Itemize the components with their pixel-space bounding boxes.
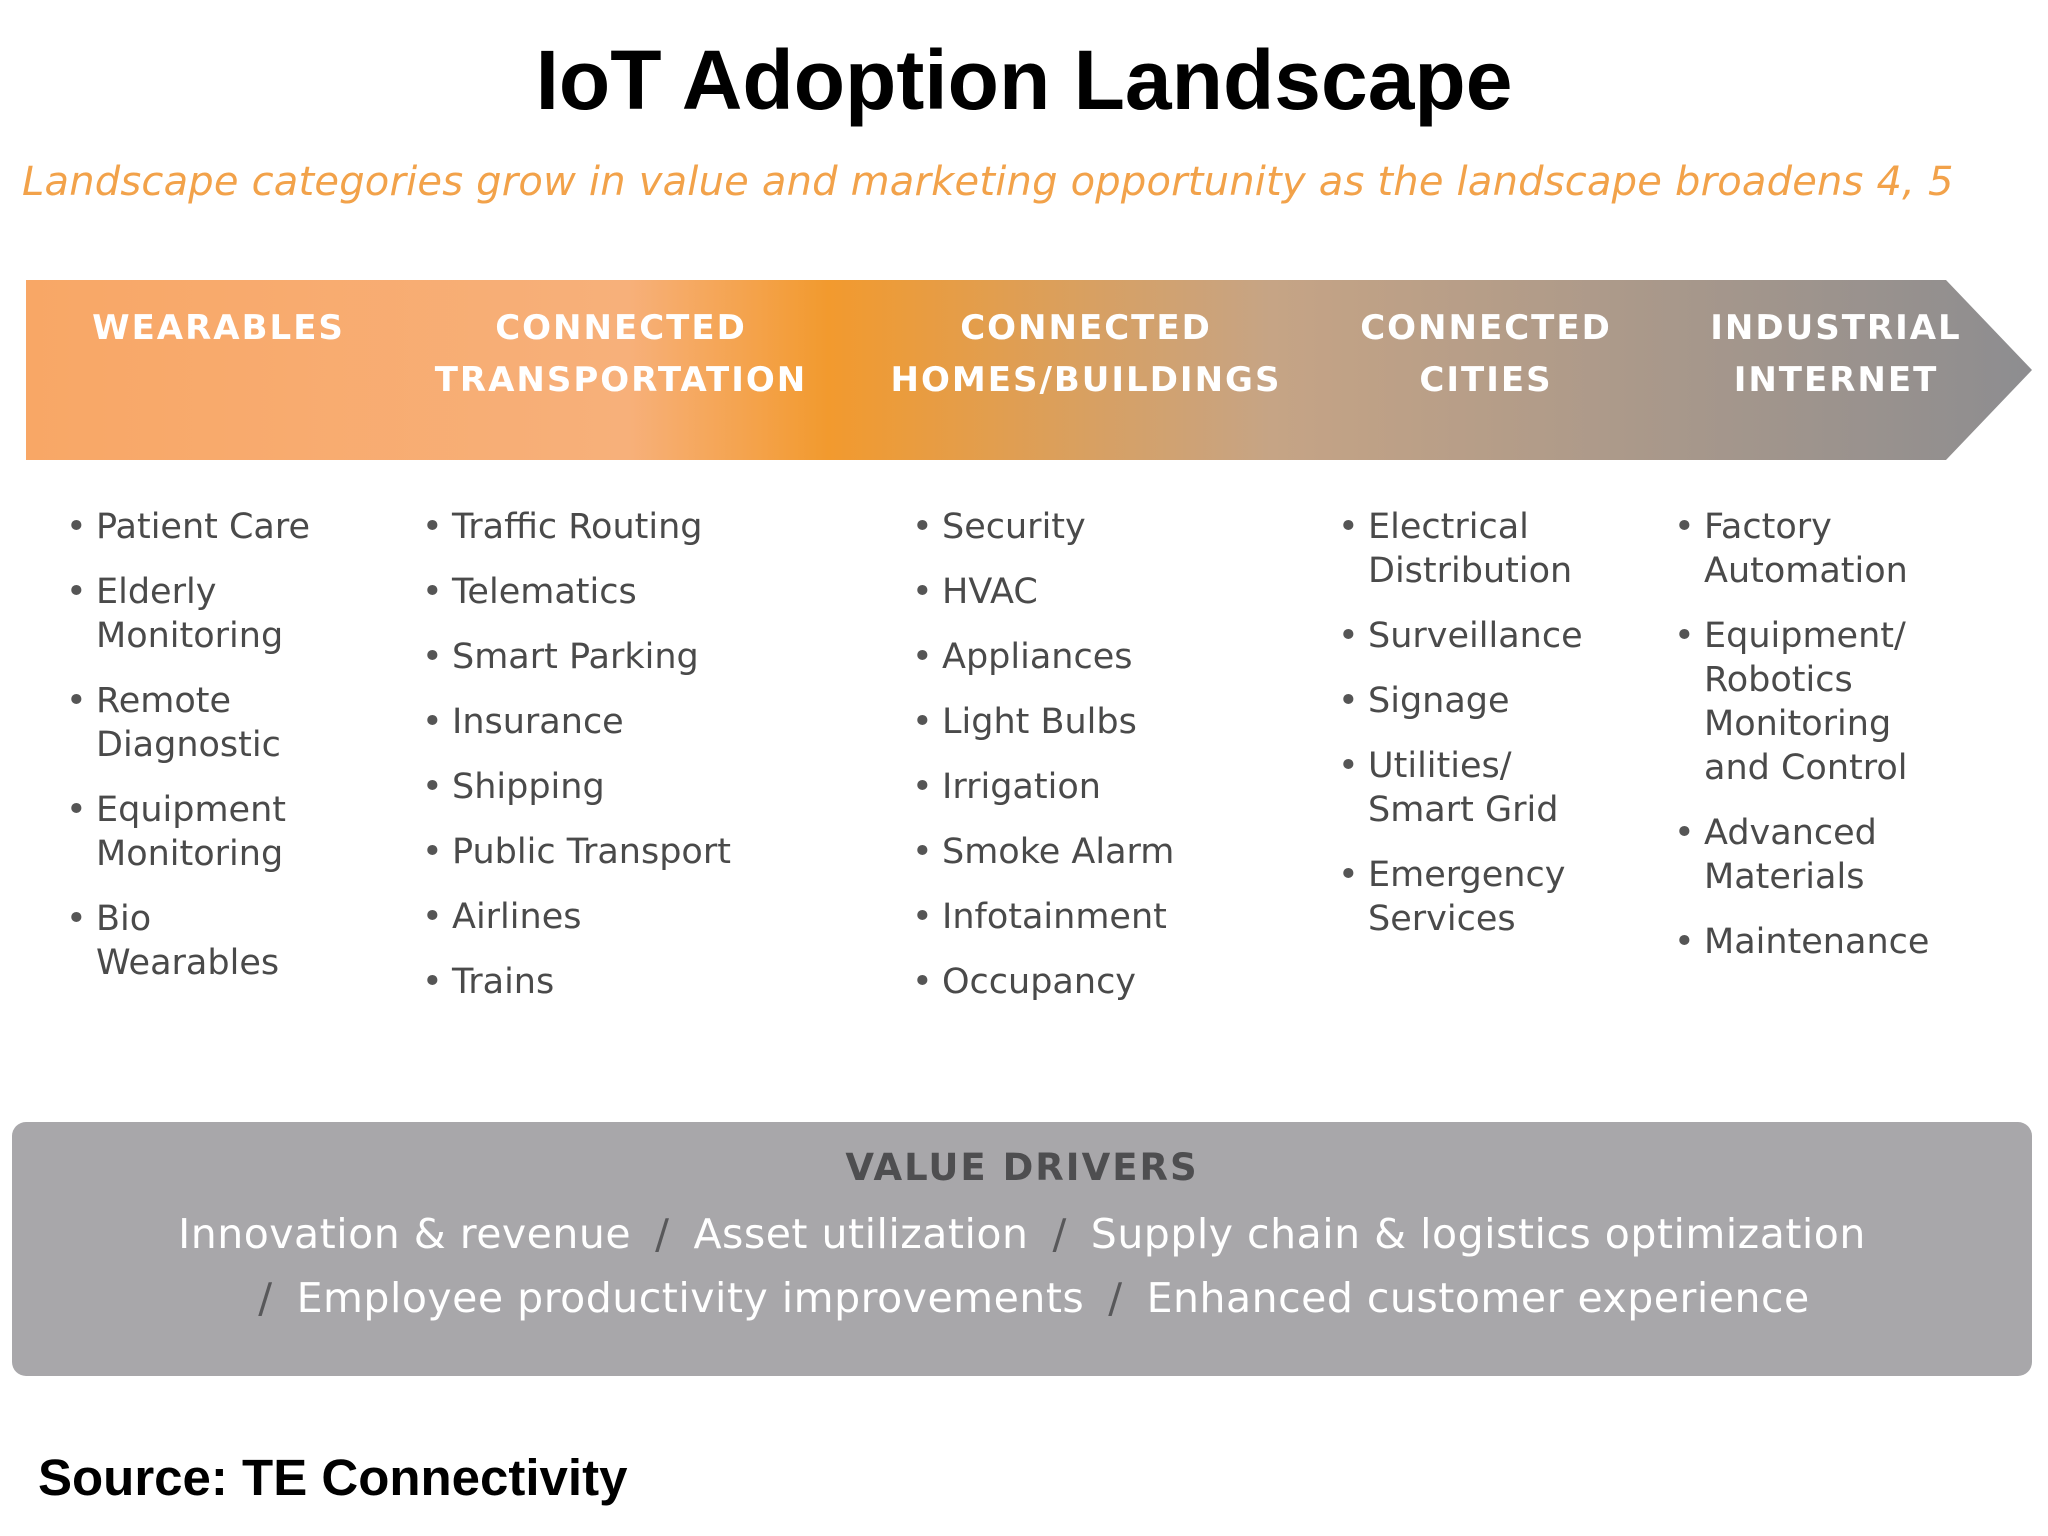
category-header-line1: CONNECTED xyxy=(960,308,1212,348)
list-item: Traffic Routing xyxy=(422,505,731,549)
value-driver-item: Enhanced customer experience xyxy=(1146,1274,1810,1322)
banner-arrow-path xyxy=(26,280,2032,460)
driver-separator: / xyxy=(258,1274,273,1322)
list-item: Utilities/Smart Grid xyxy=(1338,744,1583,832)
category-list-transportation: Traffic Routing Telematics Smart Parking In… xyxy=(422,505,731,1025)
list-item: Insurance xyxy=(422,700,731,744)
driver-separator: / xyxy=(1052,1210,1067,1258)
category-header-line2: CITIES xyxy=(1419,360,1553,400)
category-header-line1: CONNECTED xyxy=(495,308,747,348)
driver-separator: / xyxy=(1108,1274,1123,1322)
list-item: Occupancy xyxy=(912,960,1174,1004)
value-driver-item: Supply chain & logistics optimization xyxy=(1090,1210,1866,1258)
banner-arrow-shape xyxy=(26,280,2032,460)
list-item: Security xyxy=(912,505,1174,549)
category-header-line1: INDUSTRIAL xyxy=(1710,308,1962,348)
value-drivers-line: Innovation & revenue / Asset utilization / S… xyxy=(12,1210,2032,1258)
value-driver-item: Employee productivity improvements xyxy=(296,1274,1085,1322)
category-header-line2: HOMES/BUILDINGS xyxy=(890,360,1282,400)
list-item: Patient Care xyxy=(66,505,310,549)
list-item: Smart Parking xyxy=(422,635,731,679)
list-item: Surveillance xyxy=(1338,614,1583,658)
value-drivers-line: / Employee productivity improvements / Enha… xyxy=(12,1274,2032,1322)
list-item: Infotainment xyxy=(912,895,1174,939)
list-item: Maintenance xyxy=(1674,920,1929,964)
list-item: Shipping xyxy=(422,765,731,809)
list-item: Light Bulbs xyxy=(912,700,1174,744)
category-banner-arrow: WEARABLES CONNECTED TRANSPORTATION CONNE… xyxy=(26,280,2032,460)
value-drivers-heading: VALUE DRIVERS xyxy=(845,1146,1199,1189)
page-title: IoT Adoption Landscape xyxy=(535,33,1513,127)
category-header-line1: WEARABLES xyxy=(92,308,345,348)
source-citation: Source: TE Connectivity xyxy=(38,1449,628,1506)
list-item: Trains xyxy=(422,960,731,1004)
list-item: Signage xyxy=(1338,679,1583,723)
category-header-line2: TRANSPORTATION xyxy=(434,360,808,400)
category-header-line2: INTERNET xyxy=(1733,360,1939,400)
category-header-transportation: CONNECTED TRANSPORTATION xyxy=(396,302,846,406)
value-driver-item: Asset utilization xyxy=(693,1210,1029,1258)
value-driver-item: Innovation & revenue xyxy=(178,1210,632,1258)
value-drivers-panel: VALUE DRIVERS Innovation & revenue / Asset… xyxy=(12,1122,2032,1376)
driver-separator: / xyxy=(655,1210,670,1258)
category-header-line1: CONNECTED xyxy=(1360,308,1612,348)
category-header-cities: CONNECTED CITIES xyxy=(1326,302,1646,406)
category-header-homes: CONNECTED HOMES/BUILDINGS xyxy=(856,302,1316,406)
list-item: Telematics xyxy=(422,570,731,614)
list-item: Public Transport xyxy=(422,830,731,874)
list-item: Smoke Alarm xyxy=(912,830,1174,874)
list-item: Airlines xyxy=(422,895,731,939)
list-item: Appliances xyxy=(912,635,1174,679)
page-subtitle: Landscape categories grow in value and m… xyxy=(22,159,1954,205)
category-header-industrial: INDUSTRIAL INTERNET xyxy=(1666,302,2006,406)
category-list-homes: Security HVAC Appliances Light Bulbs Irrigat… xyxy=(912,505,1174,1025)
category-header-wearables: WEARABLES xyxy=(46,302,391,354)
list-item: HVAC xyxy=(912,570,1174,614)
list-item: Irrigation xyxy=(912,765,1174,809)
